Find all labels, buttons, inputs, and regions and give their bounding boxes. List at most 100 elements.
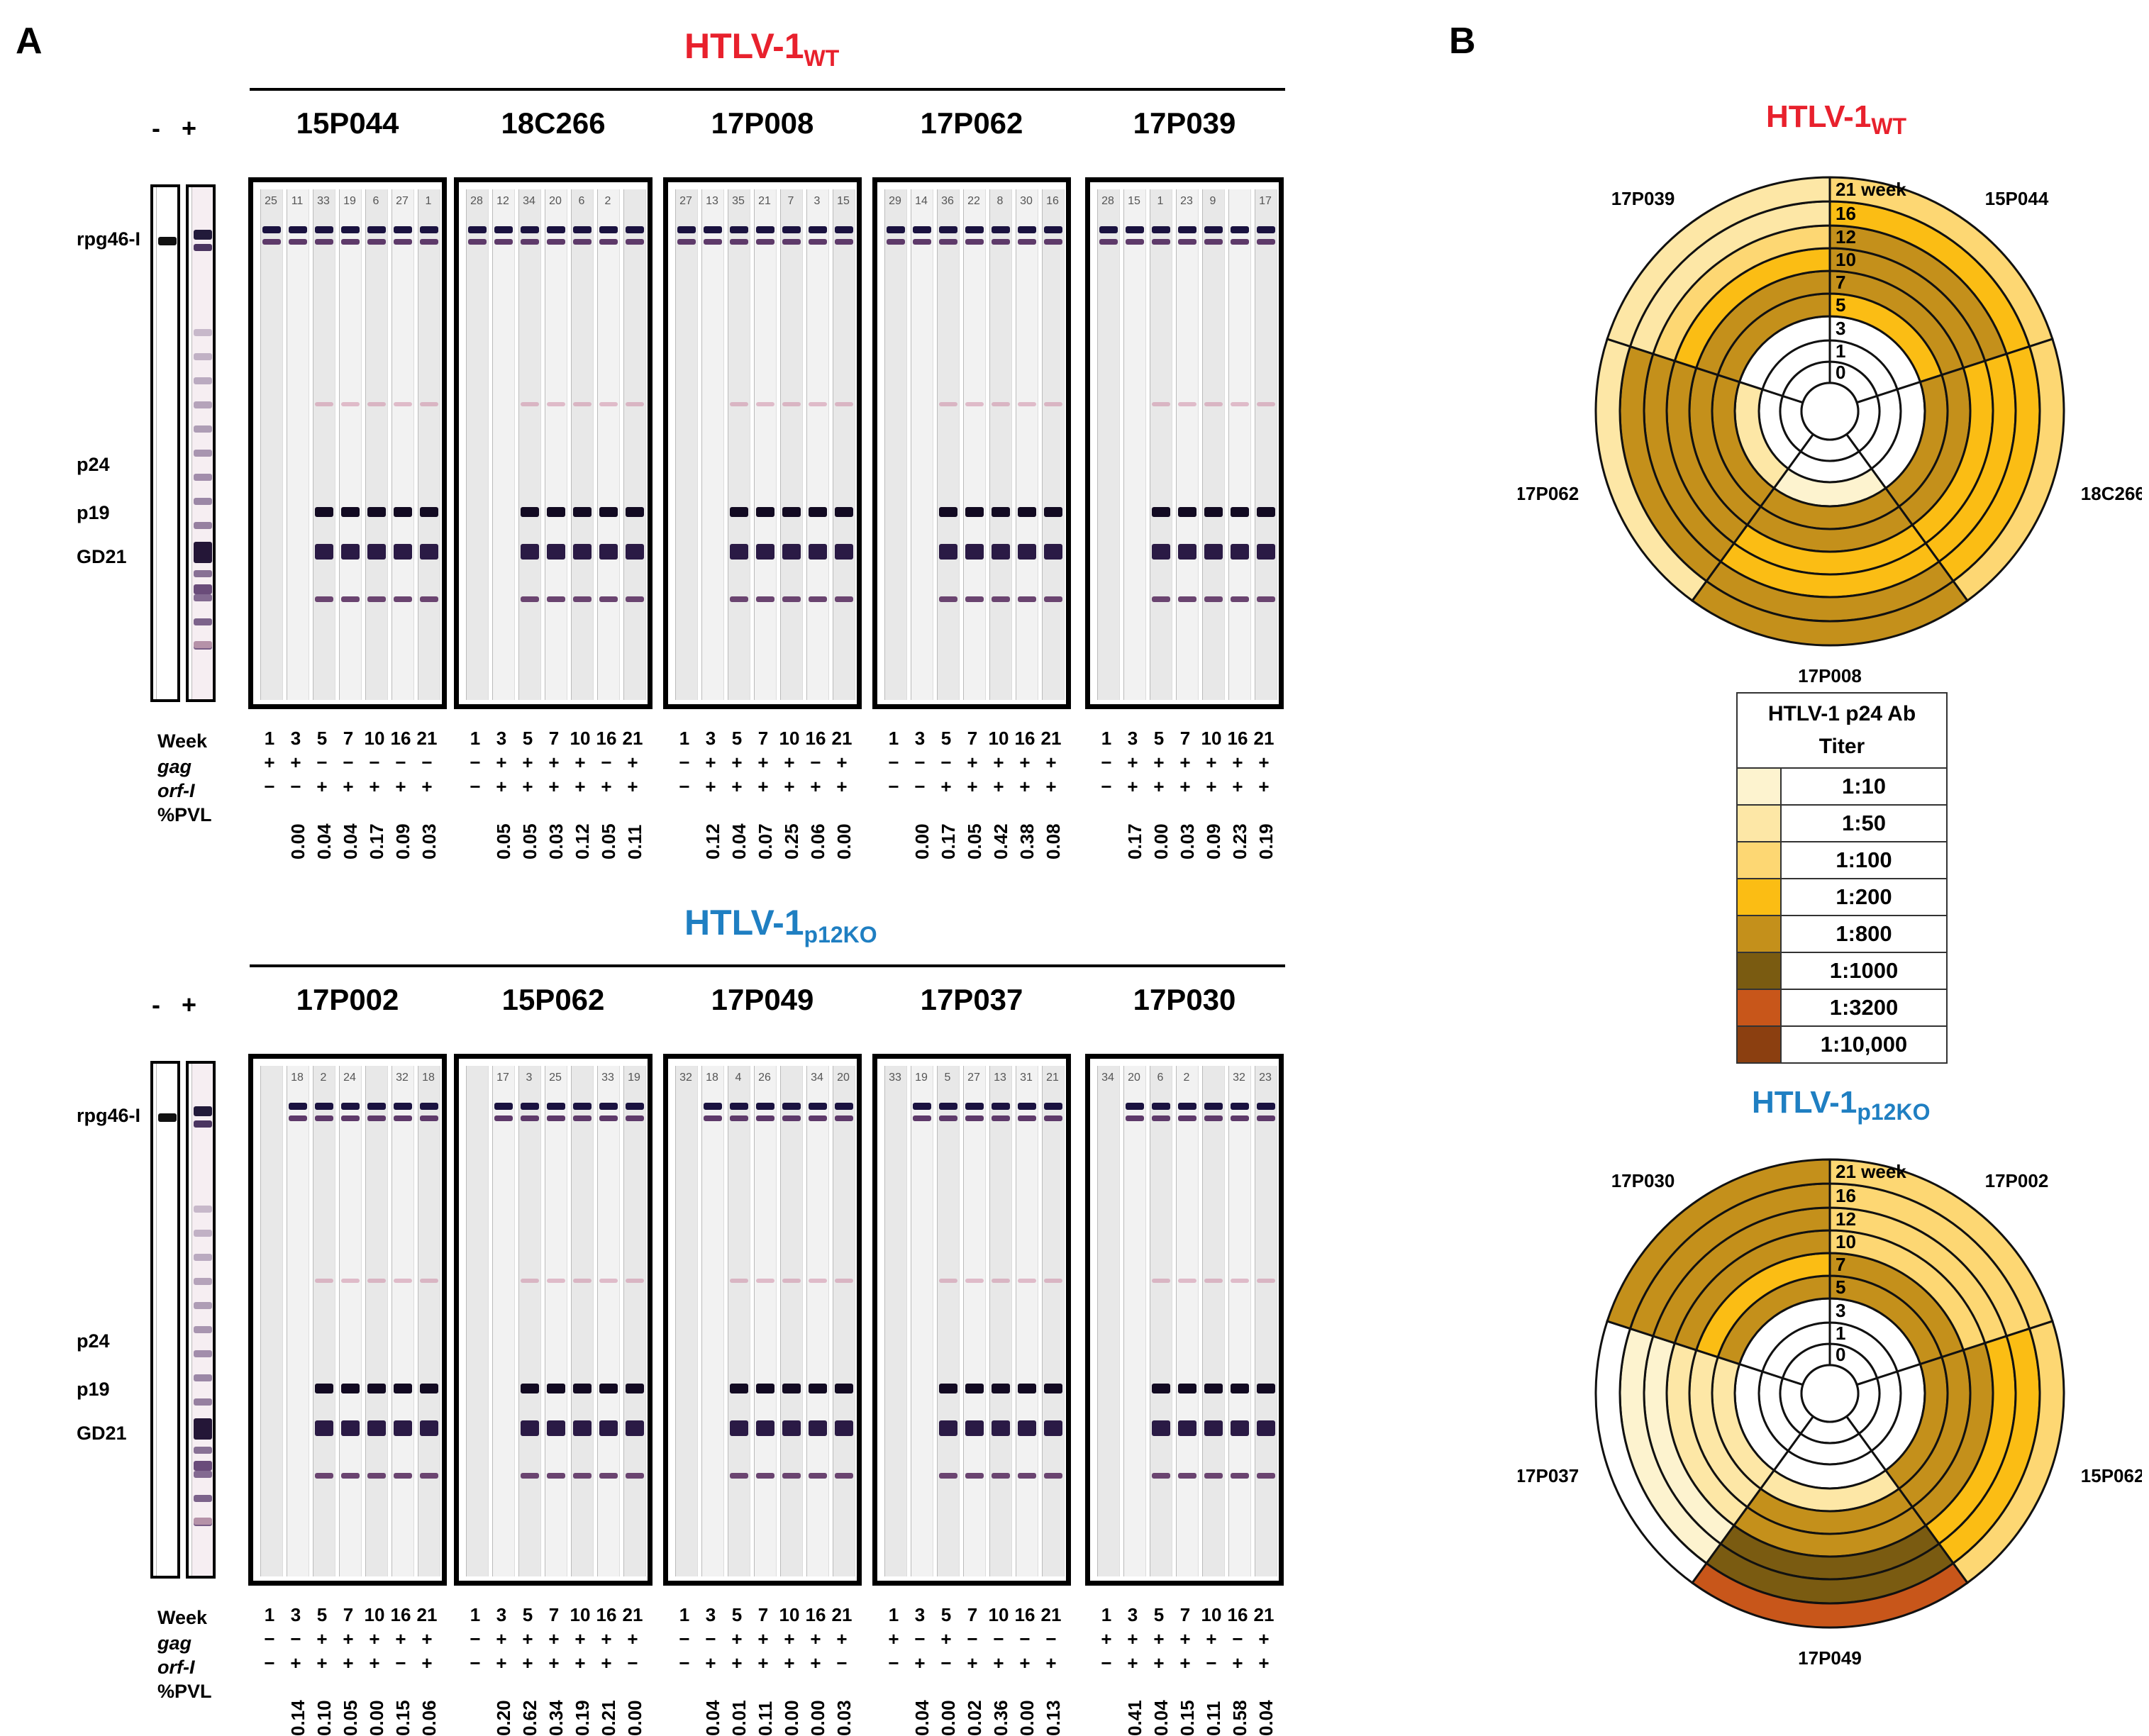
blot-strip [545, 189, 567, 700]
gag-cell: + [940, 1628, 952, 1649]
week-row-label: Week [157, 730, 208, 752]
blot-band [1231, 226, 1249, 233]
pvl-cell: 0.20 [493, 1700, 514, 1736]
gag-cell: − [1232, 1628, 1243, 1649]
pvl-cell: 0.21 [598, 1700, 619, 1736]
blot-band [194, 1518, 212, 1525]
strip-number: 25 [549, 1072, 562, 1084]
blot-band [194, 1495, 212, 1502]
blot-band [1178, 1420, 1196, 1436]
blot-band [626, 507, 644, 517]
orf-cell: + [421, 1652, 433, 1674]
blot-band [494, 226, 513, 233]
blot-band [194, 1350, 212, 1357]
gag-cell: − [967, 1628, 978, 1649]
ring-label: 16 [1836, 203, 1856, 224]
strip-number: 27 [396, 195, 409, 207]
gag-cell: − [888, 752, 899, 773]
blot-strip [1042, 1066, 1065, 1576]
blot-band [194, 594, 212, 601]
blot-band [992, 1115, 1010, 1121]
week-row-label: Week [157, 1607, 208, 1628]
week-cell: 3 [914, 1604, 926, 1625]
blot-band [1152, 239, 1170, 245]
blot-band [809, 1279, 827, 1283]
week-cell: 16 [805, 1604, 826, 1625]
blot-band [835, 226, 853, 233]
week-cell: 5 [1153, 1604, 1165, 1625]
blot-strip [1255, 1066, 1277, 1576]
blot-strip [597, 189, 620, 700]
blot-strip [754, 189, 777, 700]
blot-strip [492, 1066, 515, 1576]
pvl-cell: 0.03 [1177, 823, 1198, 859]
week-cell: 1 [1101, 1604, 1112, 1625]
week-cell: 1 [888, 728, 899, 749]
gag-cell: + [1153, 1628, 1165, 1649]
blot-band [939, 1384, 957, 1393]
blot-band [1204, 1115, 1223, 1121]
blot-band [547, 1279, 565, 1283]
blot-band [367, 1103, 386, 1110]
orf-cell: − [1101, 1652, 1112, 1674]
blot-band [547, 1420, 565, 1436]
week-cell: 5 [522, 728, 533, 749]
orf-cell: + [757, 1652, 769, 1674]
strip-number: 6 [578, 195, 585, 207]
pvl-cell: 0.00 [807, 1700, 828, 1736]
week-cell: 1 [679, 1604, 690, 1625]
gag-cell: + [574, 1628, 586, 1649]
gag-cell: + [627, 752, 638, 773]
blot-band [521, 1473, 539, 1479]
orf-cell: − [290, 776, 301, 797]
pvl-cell: 0.25 [781, 823, 802, 859]
blot-band [1204, 1279, 1223, 1283]
gag-cell: − [940, 752, 952, 773]
pvl-cell: 0.06 [807, 823, 828, 859]
blot-band [1044, 507, 1062, 517]
orf-cell: − [470, 776, 481, 797]
blot-band [730, 1103, 748, 1110]
strip-number: 31 [1020, 1072, 1033, 1084]
blot-band [965, 596, 984, 602]
blot-band [194, 425, 212, 433]
strip-number: 21 [758, 195, 771, 207]
blot-strip [156, 187, 177, 699]
blot-strip [1202, 189, 1225, 700]
blot-band [1178, 402, 1196, 406]
pvl-cell: 0.03 [418, 823, 440, 859]
blot-band [194, 1278, 212, 1285]
blot-band [809, 1384, 827, 1393]
band-label-rpg46: rpg46-I [77, 1105, 141, 1126]
orf-cell: − [940, 1652, 952, 1674]
ring-label: 7 [1836, 272, 1845, 293]
pvl-cell: 0.08 [1043, 823, 1064, 859]
gag-cell: + [574, 752, 586, 773]
blot-band [194, 401, 212, 408]
strip-number: 34 [811, 1072, 823, 1084]
orf-cell: − [264, 1652, 275, 1674]
strip-number: 26 [758, 1072, 771, 1084]
ring-label: 3 [1836, 1300, 1845, 1321]
orf-cell: + [343, 1652, 354, 1674]
blot-band [573, 1473, 592, 1479]
blot-strip [392, 1066, 414, 1576]
orf-cell: + [1232, 1652, 1243, 1674]
blot-strip [339, 189, 362, 700]
blot-band [341, 402, 360, 406]
blot-band [626, 1420, 644, 1436]
orf-cell: − [914, 776, 926, 797]
blot-band [704, 226, 722, 233]
blot-band [782, 507, 801, 517]
week-cell: 3 [705, 728, 716, 749]
blot-band [194, 1120, 212, 1128]
blot-strip [1176, 189, 1199, 700]
blot-band [1044, 1384, 1062, 1393]
strip-number: 32 [396, 1072, 409, 1084]
gag-cell: − [1045, 1628, 1057, 1649]
gag-cell: − [470, 1628, 481, 1649]
week-cell: 1 [679, 728, 690, 749]
blot-band [315, 1473, 333, 1479]
strip-number: 1 [425, 195, 432, 207]
ring-label: 1 [1836, 1323, 1845, 1344]
